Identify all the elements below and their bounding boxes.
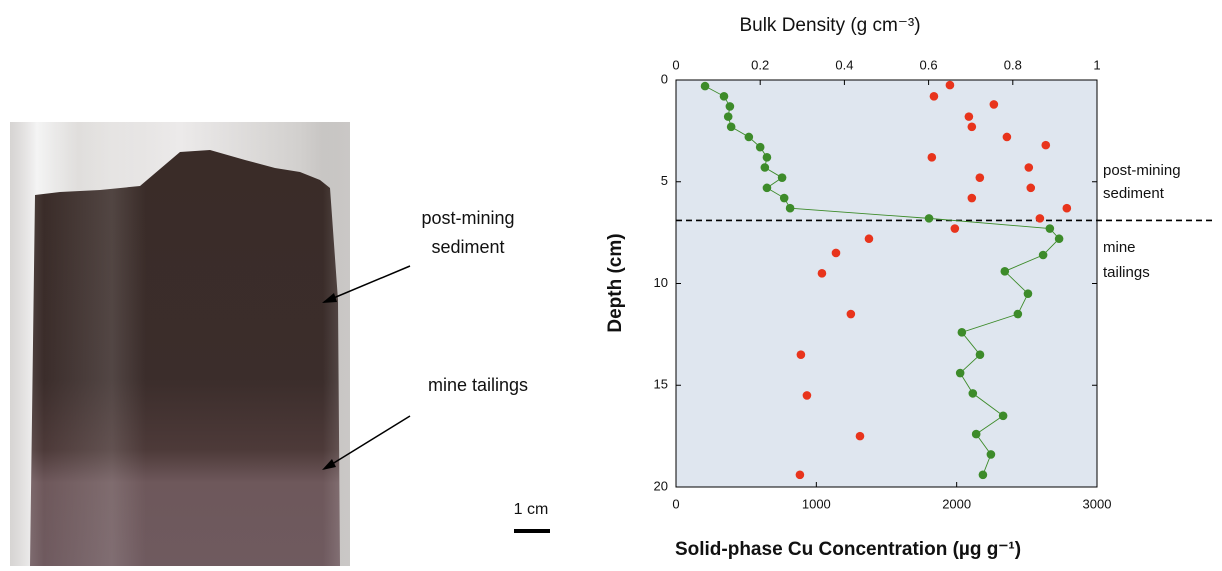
data-point xyxy=(928,153,937,162)
data-point xyxy=(951,224,960,233)
data-point xyxy=(979,470,988,479)
data-point xyxy=(972,430,981,439)
data-point xyxy=(856,432,865,441)
data-point xyxy=(1026,184,1035,193)
data-point xyxy=(778,173,787,182)
scale-label: 1 cm xyxy=(514,501,549,518)
data-point xyxy=(727,123,736,132)
data-point xyxy=(976,173,985,182)
data-point xyxy=(1024,163,1033,172)
y-tick-label: 15 xyxy=(654,377,668,392)
data-point xyxy=(958,328,967,337)
x-tick-label: 2000 xyxy=(942,496,971,511)
data-point xyxy=(803,391,812,400)
photo-label: sediment xyxy=(431,237,504,257)
data-point xyxy=(1041,141,1050,150)
data-point xyxy=(990,100,999,109)
data-point xyxy=(1055,234,1064,243)
photo-label: mine tailings xyxy=(428,375,528,395)
data-point xyxy=(930,92,939,101)
x-tick-label: 3000 xyxy=(1083,496,1112,511)
data-point xyxy=(1063,204,1072,213)
annotation: tailings xyxy=(1103,264,1150,281)
data-point xyxy=(726,102,735,111)
data-point xyxy=(1014,310,1023,319)
data-point xyxy=(724,112,733,121)
data-point xyxy=(968,123,977,132)
y-tick-label: 5 xyxy=(661,173,668,188)
x2-tick-label: 0 xyxy=(672,57,679,72)
figure: post-mining sediment mine tailings 1 cm … xyxy=(0,0,1222,566)
data-point xyxy=(720,92,729,101)
scale-bar xyxy=(514,529,550,533)
data-point xyxy=(797,350,806,359)
data-point xyxy=(946,81,955,90)
data-point xyxy=(818,269,827,278)
data-point xyxy=(1001,267,1010,276)
data-point xyxy=(745,133,754,142)
y-tick-label: 0 xyxy=(661,71,668,86)
x2-tick-label: 1 xyxy=(1093,57,1100,72)
data-point xyxy=(1024,289,1033,298)
x2-tick-label: 0.6 xyxy=(920,57,938,72)
annotation: mine xyxy=(1103,239,1136,256)
data-point xyxy=(865,234,874,243)
annotation: sediment xyxy=(1103,185,1165,202)
data-point xyxy=(847,310,856,319)
data-point xyxy=(780,194,789,203)
data-point xyxy=(987,450,996,459)
x-axis-title: Solid-phase Cu Concentration (µg g⁻¹) xyxy=(675,539,1021,560)
data-point xyxy=(999,411,1008,420)
data-point xyxy=(1003,133,1012,142)
data-point xyxy=(1046,224,1055,233)
data-point xyxy=(761,163,770,172)
data-point xyxy=(763,184,772,193)
data-point xyxy=(701,82,710,91)
core-photo xyxy=(10,122,350,566)
data-point xyxy=(969,389,978,398)
data-point xyxy=(965,112,974,121)
y-tick-label: 20 xyxy=(654,478,668,493)
data-point xyxy=(1036,214,1045,223)
data-point xyxy=(976,350,985,359)
data-point xyxy=(796,470,805,479)
photo-label: post-mining xyxy=(421,208,514,228)
data-point xyxy=(925,214,934,223)
y-axis-title: Depth (cm) xyxy=(605,233,626,332)
x2-tick-label: 0.4 xyxy=(835,57,853,72)
x2-tick-label: 0.8 xyxy=(1004,57,1022,72)
chart: 0 5 10 15 20 0 1000 2000 3000 0 0.2 0.4 0.6 0.8 1 Bulk … xyxy=(605,15,1216,560)
x2-axis-title: Bulk Density (g cm⁻³) xyxy=(739,15,920,36)
data-point xyxy=(956,369,965,378)
data-point xyxy=(786,204,795,213)
photo-labels: post-mining sediment mine tailings 1 cm xyxy=(322,208,550,533)
y-tick-label: 10 xyxy=(654,275,668,290)
annotation: post-mining xyxy=(1103,162,1181,179)
data-point xyxy=(1039,251,1048,260)
plot-area xyxy=(676,80,1097,487)
data-point xyxy=(756,143,765,152)
data-point xyxy=(832,249,841,258)
x-tick-label: 0 xyxy=(672,496,679,511)
x2-tick-label: 0.2 xyxy=(751,57,769,72)
data-point xyxy=(763,153,772,162)
x-tick-label: 1000 xyxy=(802,496,831,511)
data-point xyxy=(968,194,977,203)
